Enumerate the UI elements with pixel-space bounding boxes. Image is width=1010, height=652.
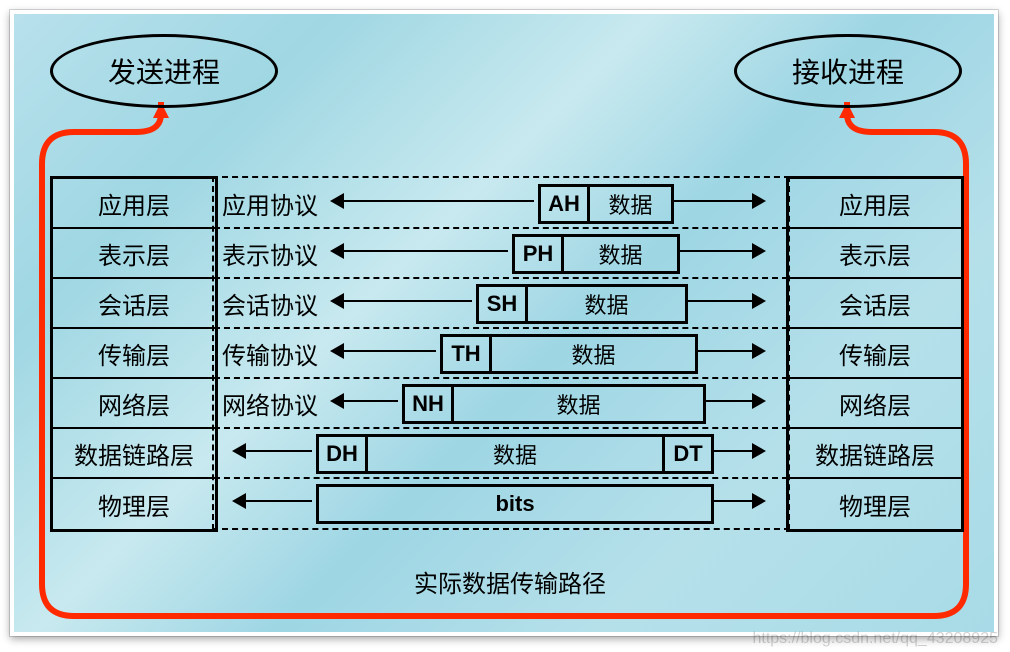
arrow-right-2	[686, 291, 766, 311]
arrow-right-4	[704, 391, 766, 411]
receiver-layer-stack: 应用层表示层会话层传输层网络层数据链路层物理层	[786, 176, 964, 532]
dashed-row-sep-4	[214, 427, 788, 429]
pdu-box-1: PH数据	[512, 234, 680, 274]
diagram-frame: 发送进程 接收进程 应用层表示层会话层传输层网络层数据链路层物理层 应用层表示层…	[10, 10, 998, 636]
pdu-header-5: DH	[319, 437, 368, 471]
arrow-right-3	[696, 341, 766, 361]
pdu-header-1: PH	[515, 237, 564, 271]
protocol-label-2: 会话协议	[222, 286, 318, 321]
pdu-payload-2: 数据	[528, 287, 685, 321]
receiver-layer-0: 应用层	[789, 179, 961, 229]
pdu-payload-3: 数据	[492, 337, 695, 371]
dashed-row-sep-2	[214, 327, 788, 329]
arrow-left-2	[330, 291, 472, 311]
receiver-layer-5: 数据链路层	[789, 429, 961, 479]
arrow-right-5	[712, 441, 766, 461]
receiver-process-label: 接收进程	[792, 51, 904, 91]
sender-layer-3: 传输层	[53, 329, 215, 379]
sender-layer-0: 应用层	[53, 179, 215, 229]
pdu-box-4: NH数据	[402, 384, 706, 424]
sender-layer-1: 表示层	[53, 229, 215, 279]
arrow-left-5	[232, 441, 312, 461]
pdu-box-3: TH数据	[440, 334, 698, 374]
transmission-path-caption: 实际数据传输路径	[414, 564, 606, 599]
dashed-row-sep-3	[214, 377, 788, 379]
arrow-left-0	[330, 191, 534, 211]
pdu-payload-6: bits	[319, 487, 711, 521]
protocol-label-0: 应用协议	[222, 186, 318, 221]
sender-layer-4: 网络层	[53, 379, 215, 429]
dashed-row-sep-0	[214, 227, 788, 229]
pdu-payload-1: 数据	[564, 237, 677, 271]
receiver-layer-6: 物理层	[789, 479, 961, 529]
pdu-box-5: DH数据DT	[316, 434, 714, 474]
watermark-text: https://blog.csdn.net/qq_43208925	[752, 630, 998, 648]
sender-layer-stack: 应用层表示层会话层传输层网络层数据链路层物理层	[50, 176, 218, 532]
pdu-header-4: NH	[405, 387, 454, 421]
dashed-row-sep-1	[214, 277, 788, 279]
pdu-header-2: SH	[479, 287, 528, 321]
arrow-left-3	[330, 341, 436, 361]
sender-layer-5: 数据链路层	[53, 429, 215, 479]
pdu-box-0: AH数据	[538, 184, 674, 224]
receiver-layer-2: 会话层	[789, 279, 961, 329]
arrow-left-4	[330, 391, 398, 411]
pdu-header-3: TH	[443, 337, 492, 371]
pdu-box-6: bits	[316, 484, 714, 524]
sender-process-ellipse: 发送进程	[50, 34, 278, 108]
receiver-layer-3: 传输层	[789, 329, 961, 379]
arrow-left-1	[330, 241, 508, 261]
receiver-layer-4: 网络层	[789, 379, 961, 429]
sender-layer-2: 会话层	[53, 279, 215, 329]
arrow-right-1	[678, 241, 766, 261]
dashed-row-sep-5	[214, 477, 788, 479]
receiver-layer-1: 表示层	[789, 229, 961, 279]
pdu-payload-0: 数据	[590, 187, 671, 221]
pdu-trailer-5: DT	[662, 437, 711, 471]
protocol-label-3: 传输协议	[222, 336, 318, 371]
protocol-label-4: 网络协议	[222, 386, 318, 421]
sender-layer-6: 物理层	[53, 479, 215, 529]
pdu-payload-5: 数据	[368, 437, 662, 471]
protocol-label-1: 表示协议	[222, 236, 318, 271]
arrow-left-6	[232, 491, 312, 511]
sender-process-label: 发送进程	[108, 51, 220, 91]
arrow-right-0	[672, 191, 766, 211]
pdu-box-2: SH数据	[476, 284, 688, 324]
pdu-payload-4: 数据	[454, 387, 703, 421]
receiver-process-ellipse: 接收进程	[734, 34, 962, 108]
pdu-header-0: AH	[541, 187, 590, 221]
arrow-right-6	[712, 491, 766, 511]
